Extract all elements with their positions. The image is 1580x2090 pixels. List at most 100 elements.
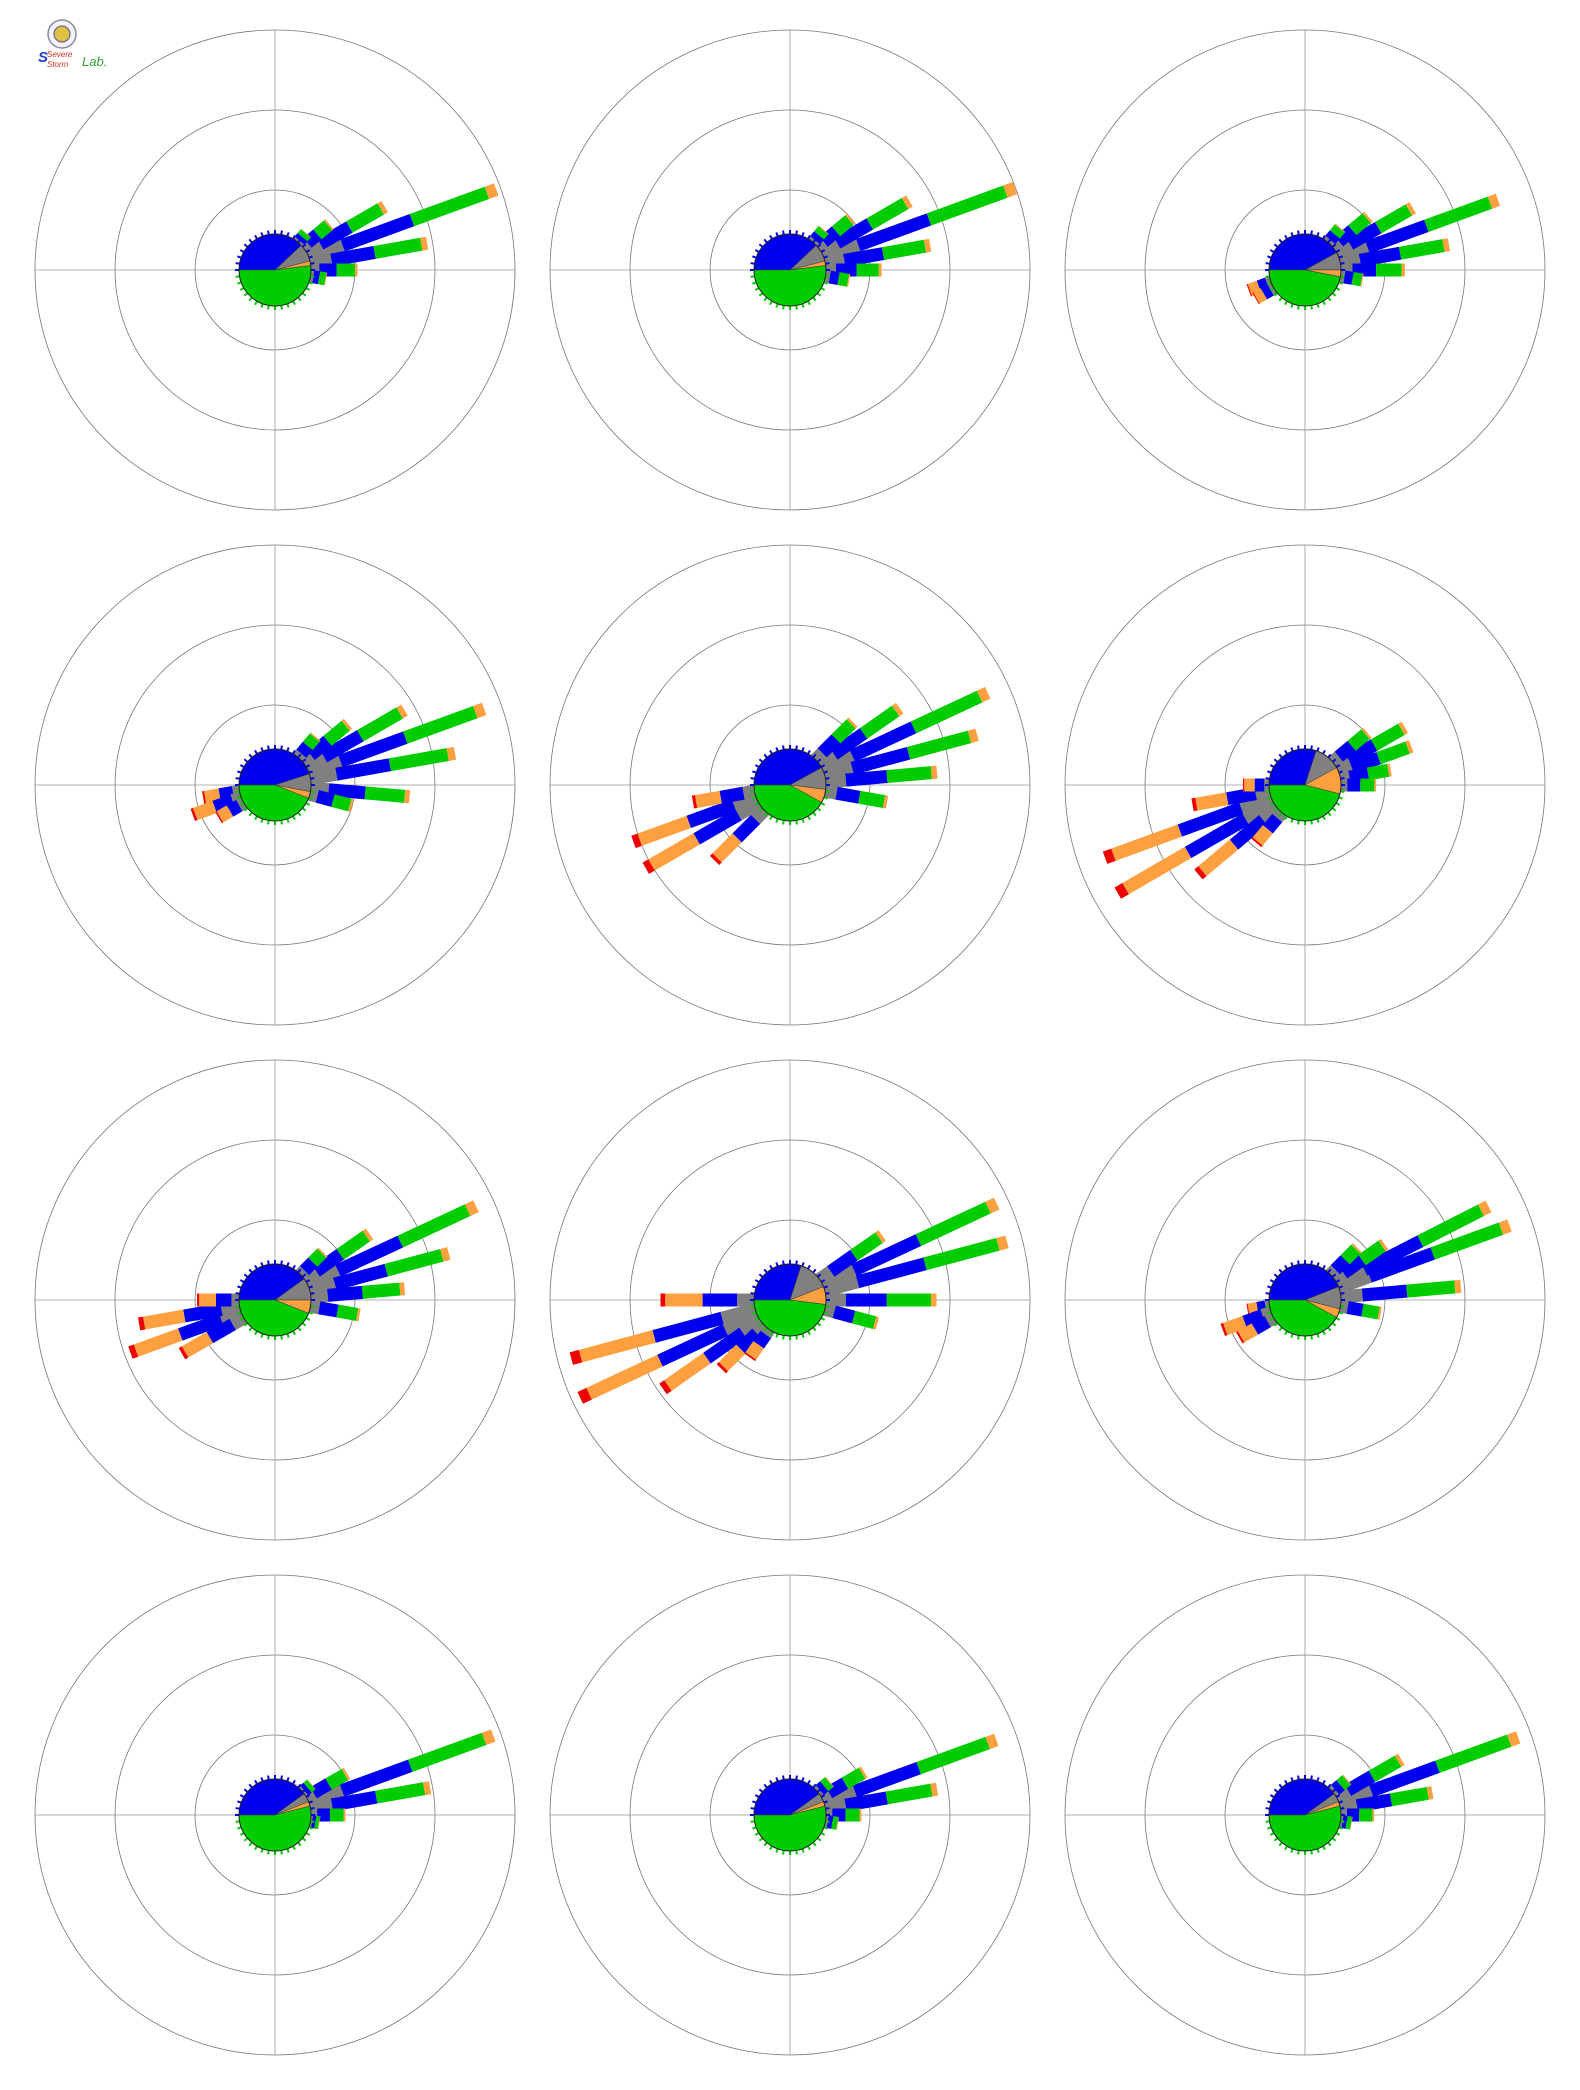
minor-petal bbox=[1297, 230, 1300, 235]
minor-petal bbox=[297, 1268, 302, 1274]
minor-petal bbox=[782, 1335, 785, 1340]
petal-bar bbox=[1387, 763, 1392, 777]
minor-petal bbox=[1335, 1317, 1341, 1321]
minor-petal bbox=[812, 296, 817, 302]
petal-bar bbox=[1222, 1315, 1247, 1336]
petal-bar bbox=[1325, 230, 1340, 244]
petal-bar bbox=[1236, 1331, 1245, 1344]
minor-petal bbox=[310, 1305, 315, 1308]
calm-pie-outline bbox=[238, 1778, 312, 1852]
minor-petal bbox=[823, 281, 828, 285]
minor-petal bbox=[248, 753, 253, 759]
calm-pie-outline bbox=[1268, 233, 1342, 307]
minor-petal bbox=[1297, 745, 1300, 750]
minor-petal bbox=[782, 305, 785, 310]
petal-bar bbox=[930, 1782, 939, 1797]
petal-bar bbox=[1345, 1815, 1353, 1830]
petal-bar bbox=[930, 765, 938, 780]
petal-bar bbox=[745, 1341, 764, 1360]
minor-petal bbox=[310, 790, 315, 793]
minor-petal bbox=[254, 234, 258, 240]
minor-petal bbox=[1269, 1279, 1275, 1283]
petal-bar bbox=[1254, 778, 1265, 792]
minor-petal bbox=[820, 802, 826, 806]
petal-bar bbox=[302, 733, 320, 751]
minor-petal bbox=[758, 243, 764, 248]
minor-petal bbox=[775, 1262, 779, 1267]
petal-bar bbox=[1334, 225, 1357, 247]
petal-bar bbox=[178, 1346, 189, 1360]
petal-bar bbox=[1198, 839, 1239, 877]
minor-petal bbox=[825, 1305, 830, 1308]
petal-bar bbox=[1398, 721, 1409, 735]
petal-bar bbox=[833, 218, 874, 249]
minor-petal bbox=[1338, 770, 1343, 774]
petal-bar bbox=[716, 1361, 729, 1374]
minor-petal bbox=[775, 1333, 779, 1338]
minor-petal bbox=[280, 1335, 283, 1340]
minor-petal bbox=[1331, 1322, 1337, 1327]
minor-petal bbox=[1267, 1311, 1272, 1315]
petal-bar bbox=[1349, 1816, 1353, 1830]
petal-bar bbox=[1442, 238, 1451, 252]
minor-petal bbox=[292, 1845, 296, 1851]
petal-bar bbox=[720, 1303, 757, 1325]
minor-petal bbox=[825, 777, 830, 780]
minor-petal bbox=[820, 1317, 826, 1321]
minor-petal bbox=[782, 1260, 785, 1265]
wind-rose-panel bbox=[1064, 544, 1546, 1026]
petal-bar bbox=[464, 1200, 479, 1217]
minor-petal bbox=[308, 796, 313, 800]
minor-petal bbox=[248, 238, 253, 244]
minor-petal bbox=[795, 1260, 798, 1265]
petal-bar bbox=[308, 1248, 327, 1267]
minor-petal bbox=[254, 815, 258, 821]
minor-petal bbox=[1310, 230, 1313, 235]
minor-petal bbox=[239, 1794, 245, 1798]
petal-bar bbox=[357, 707, 403, 742]
petal-bar bbox=[753, 1330, 772, 1349]
petal-bar bbox=[1406, 1280, 1456, 1298]
minor-petal bbox=[807, 234, 811, 240]
minor-petal bbox=[1335, 1832, 1341, 1836]
minor-petal bbox=[782, 230, 785, 235]
minor-petal bbox=[1278, 1268, 1283, 1274]
minor-petal bbox=[807, 749, 811, 755]
petal-bar bbox=[1191, 797, 1198, 812]
minor-petal bbox=[292, 749, 296, 755]
petal-bar bbox=[737, 1293, 754, 1307]
minor-petal bbox=[1290, 1777, 1294, 1782]
calm-pie-outline bbox=[238, 1263, 312, 1337]
minor-petal bbox=[750, 1305, 755, 1308]
petal-bar bbox=[1194, 866, 1207, 880]
petal-bar bbox=[815, 1781, 829, 1796]
minor-petal bbox=[752, 281, 757, 285]
minor-petal bbox=[280, 230, 283, 235]
petal-bar bbox=[1262, 813, 1283, 834]
minor-petal bbox=[1284, 1779, 1288, 1785]
minor-petal bbox=[750, 1292, 755, 1295]
minor-petal bbox=[807, 1264, 811, 1270]
svg-text:Lab.: Lab. bbox=[82, 54, 107, 69]
petal-bar bbox=[1374, 778, 1377, 792]
petal-bar bbox=[1347, 778, 1361, 792]
wind-rose-panel bbox=[34, 1059, 516, 1541]
minor-petal bbox=[769, 1779, 773, 1785]
minor-petal bbox=[1265, 275, 1270, 278]
minor-petal bbox=[754, 1794, 760, 1798]
petal-bar bbox=[1177, 802, 1244, 837]
minor-petal bbox=[1267, 1285, 1272, 1289]
petal-bar bbox=[1347, 729, 1370, 751]
wind-rose-panel bbox=[549, 1059, 1031, 1541]
calm-pie-outline bbox=[1268, 1263, 1342, 1337]
calm-pie-outline bbox=[1268, 1778, 1342, 1852]
minor-petal bbox=[758, 1322, 764, 1327]
petal-bar bbox=[660, 1293, 666, 1307]
minor-petal bbox=[260, 747, 264, 752]
minor-petal bbox=[823, 770, 828, 774]
petal-bar bbox=[481, 1729, 496, 1746]
petal-bar bbox=[1367, 1247, 1435, 1283]
petal-bar bbox=[1358, 1240, 1386, 1266]
petal-bar bbox=[1355, 1793, 1393, 1813]
petal-bar bbox=[310, 1778, 332, 1799]
